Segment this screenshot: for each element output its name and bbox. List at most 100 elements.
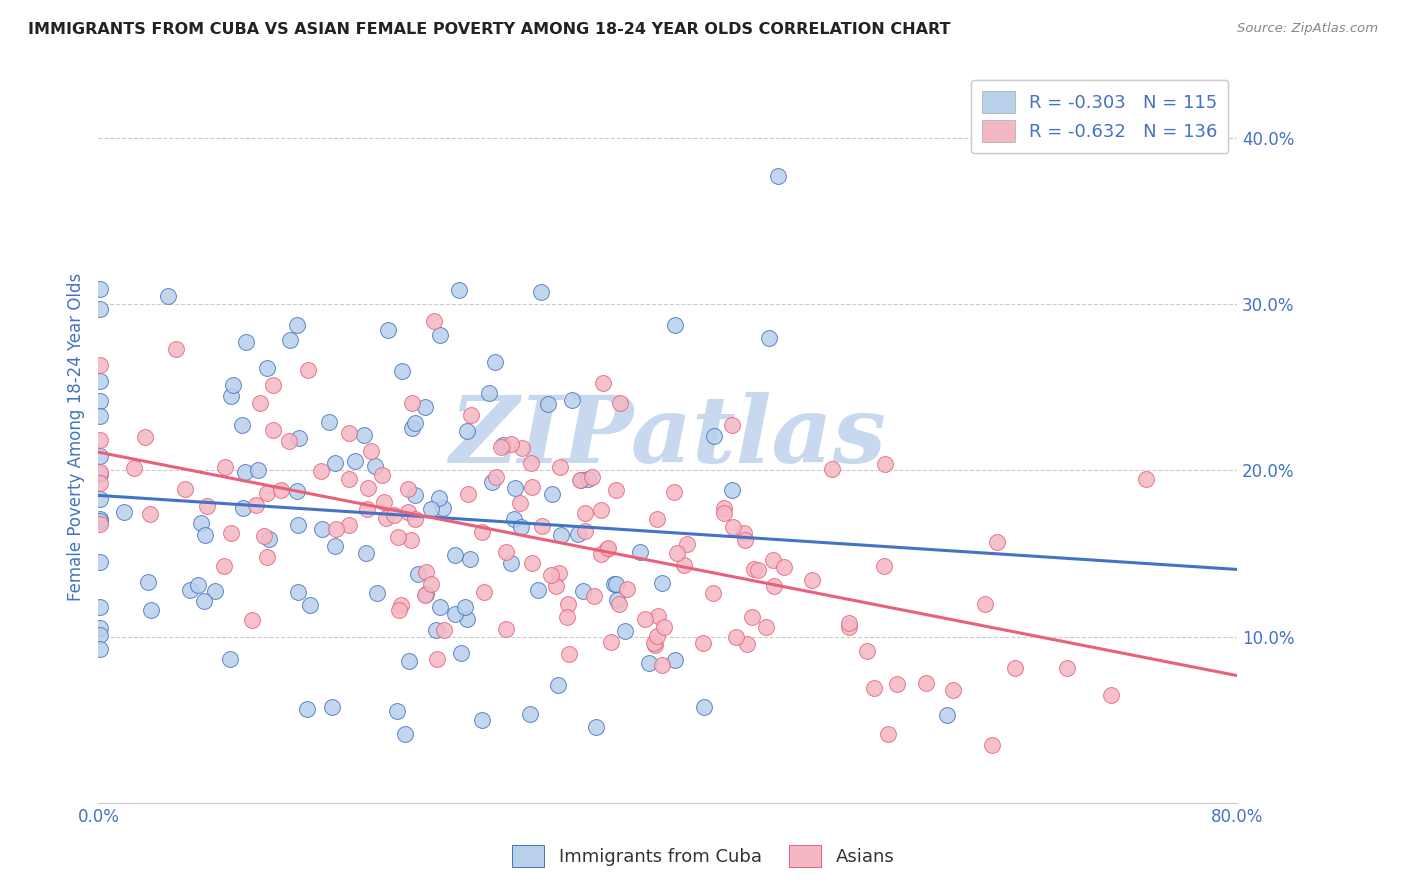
Point xyxy=(298,599,321,613)
Point xyxy=(89,465,111,479)
Point xyxy=(89,282,111,296)
Point xyxy=(444,607,467,622)
Point xyxy=(755,620,778,634)
Point xyxy=(89,302,111,317)
Point xyxy=(561,393,583,408)
Point xyxy=(973,597,995,611)
Point xyxy=(941,683,963,698)
Point xyxy=(643,635,665,649)
Point xyxy=(413,588,436,602)
Point xyxy=(401,421,423,435)
Point xyxy=(647,608,669,623)
Point xyxy=(429,599,451,614)
Point xyxy=(520,556,543,570)
Point xyxy=(484,355,506,369)
Text: IMMIGRANTS FROM CUBA VS ASIAN FEMALE POVERTY AMONG 18-24 YEAR OLDS CORRELATION C: IMMIGRANTS FROM CUBA VS ASIAN FEMALE POV… xyxy=(28,22,950,37)
Point xyxy=(876,727,898,741)
Point xyxy=(510,441,533,455)
Point xyxy=(394,726,416,740)
Point xyxy=(89,476,111,491)
Point xyxy=(863,681,886,695)
Point xyxy=(256,360,278,375)
Point xyxy=(589,502,612,516)
Point xyxy=(609,597,631,611)
Point xyxy=(576,472,599,486)
Point xyxy=(596,542,619,557)
Point xyxy=(387,704,409,718)
Point xyxy=(647,512,669,526)
Point xyxy=(713,506,735,520)
Point xyxy=(568,473,591,487)
Point xyxy=(235,334,257,349)
Point xyxy=(499,556,522,570)
Point xyxy=(609,396,631,410)
Point xyxy=(387,530,409,544)
Point xyxy=(572,583,595,598)
Point xyxy=(413,400,436,414)
Point xyxy=(287,518,309,533)
Point xyxy=(240,614,263,628)
Point xyxy=(471,525,494,540)
Point xyxy=(89,467,111,481)
Point xyxy=(703,429,725,443)
Point xyxy=(204,584,226,599)
Point xyxy=(693,700,716,714)
Point xyxy=(605,577,627,591)
Point xyxy=(664,318,686,332)
Point xyxy=(673,558,696,573)
Point xyxy=(914,675,936,690)
Point xyxy=(321,700,343,714)
Point xyxy=(287,585,309,599)
Point xyxy=(396,482,419,496)
Point xyxy=(458,551,481,566)
Point xyxy=(221,526,243,541)
Point xyxy=(389,598,412,612)
Point xyxy=(733,526,755,541)
Point xyxy=(644,638,666,652)
Point xyxy=(495,545,517,559)
Point xyxy=(325,522,347,536)
Point xyxy=(481,475,503,489)
Point xyxy=(232,500,254,515)
Point xyxy=(520,456,543,470)
Point xyxy=(426,652,449,666)
Point xyxy=(460,408,482,422)
Point xyxy=(360,443,382,458)
Point xyxy=(353,427,375,442)
Point xyxy=(520,480,543,494)
Point xyxy=(214,559,236,574)
Point xyxy=(935,708,957,723)
Point xyxy=(89,492,111,507)
Point xyxy=(495,622,517,636)
Point xyxy=(419,577,441,591)
Point xyxy=(337,518,360,533)
Point xyxy=(311,464,333,478)
Point xyxy=(344,454,367,468)
Point xyxy=(821,462,844,476)
Point xyxy=(616,582,638,596)
Point xyxy=(762,553,785,567)
Y-axis label: Female Poverty Among 18-24 Year Olds: Female Poverty Among 18-24 Year Olds xyxy=(66,273,84,601)
Point xyxy=(651,658,673,673)
Point xyxy=(287,430,309,444)
Point xyxy=(1004,661,1026,675)
Point xyxy=(537,396,560,410)
Point xyxy=(262,423,284,437)
Point xyxy=(734,533,756,547)
Point xyxy=(139,507,162,521)
Point xyxy=(219,388,242,402)
Point xyxy=(89,555,111,569)
Point xyxy=(396,505,419,519)
Point xyxy=(371,468,394,483)
Point xyxy=(256,550,278,565)
Point xyxy=(366,586,388,600)
Point xyxy=(457,487,479,501)
Point xyxy=(262,377,284,392)
Point xyxy=(399,533,422,547)
Point xyxy=(1099,688,1122,702)
Point xyxy=(423,313,446,327)
Point xyxy=(252,529,274,543)
Point xyxy=(156,289,179,303)
Point xyxy=(222,377,245,392)
Point xyxy=(456,424,478,438)
